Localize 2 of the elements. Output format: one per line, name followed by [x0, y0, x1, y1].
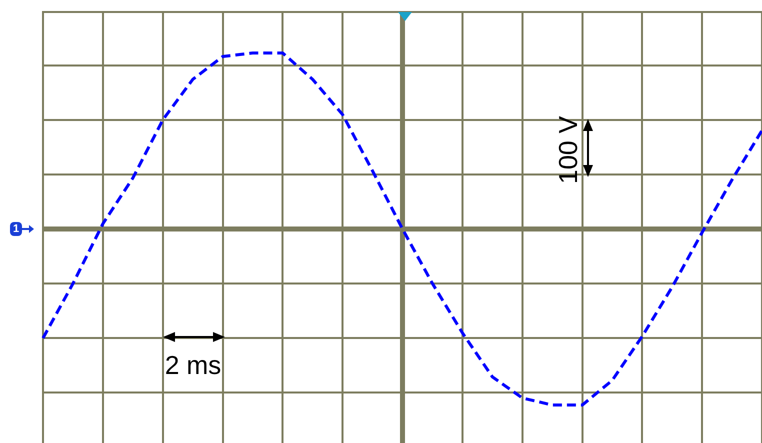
annotation: 2 ms [164, 350, 222, 381]
annotation: 100 V [553, 115, 584, 186]
